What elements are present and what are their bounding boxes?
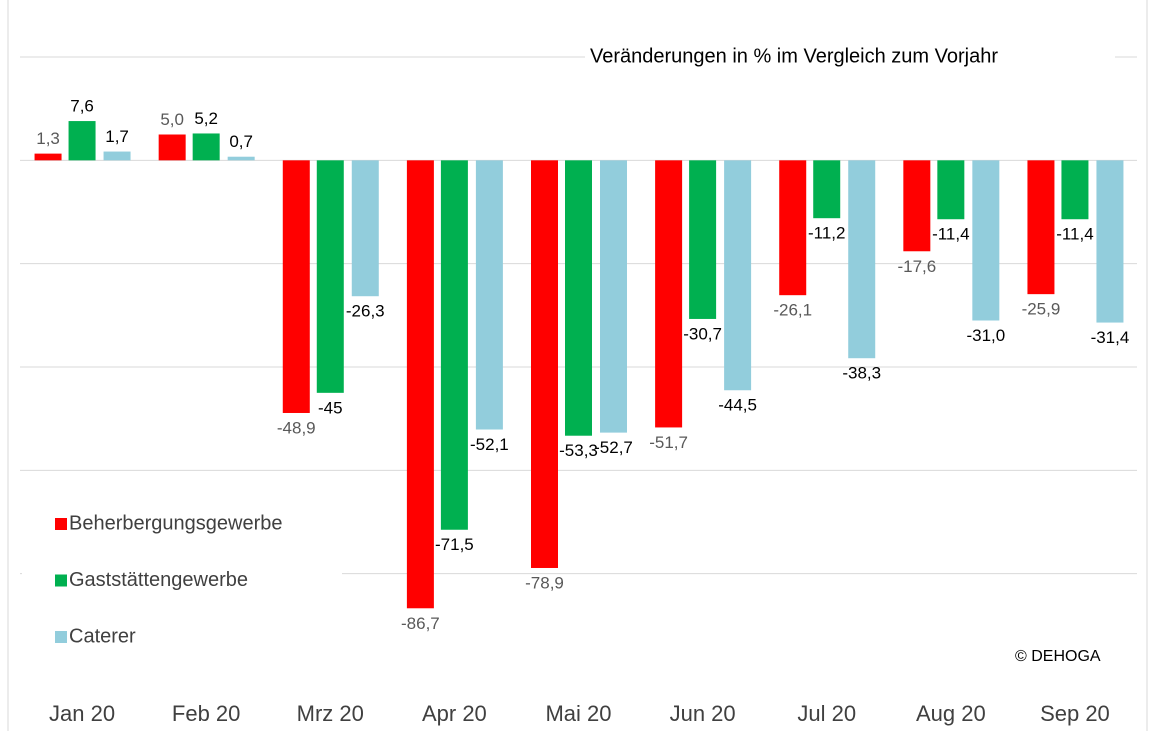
bar [440,160,468,530]
value-label: -11,4 [1056,225,1094,244]
bar [192,133,220,161]
value-label: -71,5 [435,535,474,554]
legend-label: Beherbergungsgewerbe [69,512,283,534]
value-label: -31,0 [966,326,1005,345]
bar [351,160,379,297]
value-label: -52,1 [470,435,509,454]
legend-label: Caterer [69,625,136,647]
bar [655,160,683,428]
bar [813,160,841,219]
bar [848,160,876,359]
x-tick-label: Jan 20 [49,701,115,726]
value-label: -53,3 [559,441,598,460]
value-label: 1,3 [36,129,60,148]
x-tick-label: Mai 20 [545,701,611,726]
value-label: -26,3 [346,302,385,321]
value-label: -25,9 [1022,300,1061,319]
value-label: 5,2 [194,109,218,128]
legend-label: Gaststättengewerbe [69,569,248,591]
bar [227,156,255,161]
value-label: -30,7 [683,324,722,343]
value-label: -11,4 [932,225,970,244]
legend-swatch [55,574,67,587]
bar [779,160,807,296]
value-label: -31,4 [1091,328,1130,347]
x-tick-label: Jul 20 [797,701,856,726]
value-label: -78,9 [525,573,564,592]
value-label: -17,6 [897,257,936,276]
value-label: -48,9 [277,418,316,437]
legend-bg [22,500,342,660]
x-tick-label: Jun 20 [670,701,736,726]
bar [103,151,131,161]
x-tick-label: Apr 20 [422,701,487,726]
value-label: -51,7 [649,433,688,452]
value-label: 7,6 [70,97,94,116]
bar [937,160,965,220]
x-tick-label: Feb 20 [172,701,241,726]
value-label: -38,3 [842,364,881,383]
bar [972,160,1000,321]
bar [689,160,717,319]
bar [316,160,344,393]
bar [903,160,931,252]
bar [531,160,558,568]
bar [475,160,503,430]
value-label: -86,7 [401,614,440,633]
value-label: -26,1 [773,301,812,320]
bar [406,160,434,609]
value-label: -52,7 [594,438,633,457]
bar [1061,160,1089,220]
bar [565,160,592,436]
annotation: © DEHOGA [1015,648,1101,665]
value-label: 5,0 [160,110,184,129]
value-label: -45 [318,398,343,417]
x-tick-label: Sep 20 [1040,701,1110,726]
bar [1096,160,1124,323]
subtitle-bg [585,43,1115,71]
value-label: -11,2 [808,224,846,243]
bar [724,160,752,391]
bar [34,153,62,161]
legend-swatch [55,631,67,643]
bar [600,160,627,433]
value-label: 0,7 [229,132,253,151]
bar [1027,160,1055,295]
bar [158,134,186,161]
legend-swatch [55,518,67,530]
value-label: 1,7 [105,127,129,146]
x-tick-label: Aug 20 [916,701,986,726]
subtitle: Veränderungen in % im Vergleich zum Vorj… [590,45,998,67]
bar [282,160,310,413]
value-label: -44,5 [718,396,757,415]
bar [68,121,96,161]
x-tick-label: Mrz 20 [297,701,364,726]
